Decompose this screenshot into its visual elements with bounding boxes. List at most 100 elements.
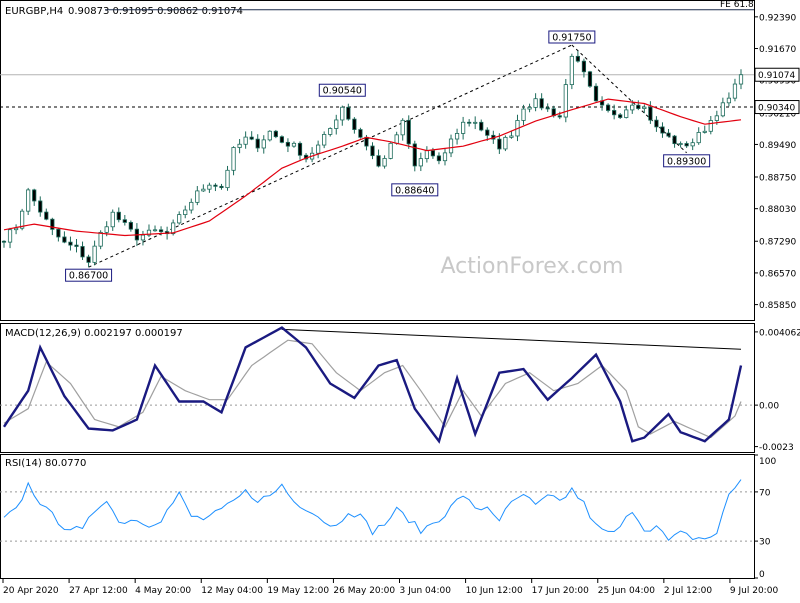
swing-label-box	[65, 268, 113, 282]
swing-label-box	[548, 30, 596, 44]
candle-body	[388, 142, 393, 159]
candle	[732, 78, 738, 102]
candle-body	[630, 104, 635, 111]
candle	[424, 146, 429, 163]
candle	[56, 227, 61, 242]
candle-body	[243, 136, 248, 145]
candle	[177, 211, 182, 225]
candle-body	[666, 132, 671, 137]
candle	[255, 134, 260, 153]
candle-body	[545, 107, 550, 110]
candle	[587, 70, 593, 88]
candle	[527, 103, 532, 113]
candle	[599, 96, 605, 111]
candle-body	[448, 138, 454, 154]
time-axis-label: 20 Apr 2020	[3, 586, 59, 596]
candle	[92, 240, 97, 266]
candle-body	[738, 74, 744, 85]
candle-body	[86, 256, 91, 263]
candle	[485, 127, 490, 141]
rsi-axis-label: 100	[759, 457, 776, 467]
candle	[684, 141, 689, 148]
candle-body	[104, 226, 109, 233]
candle	[400, 118, 405, 141]
candle-body	[539, 98, 544, 109]
price-axis-label: 0.92390	[759, 13, 796, 23]
candle-body	[128, 222, 133, 230]
candle	[152, 225, 158, 232]
price-trendline-0	[88, 44, 573, 268]
candle-body	[334, 119, 339, 129]
candle-body	[370, 145, 375, 157]
candle-body	[593, 85, 599, 102]
candle	[267, 130, 272, 142]
candle-body	[714, 115, 719, 121]
candle-body	[68, 241, 73, 246]
candle-body	[291, 142, 297, 147]
candle	[521, 104, 526, 126]
candle	[436, 152, 442, 165]
candle-body	[418, 158, 423, 167]
candle-body	[207, 184, 212, 190]
candle	[44, 208, 49, 221]
candle	[370, 142, 375, 160]
price-pane-frame	[0, 0, 755, 321]
candle	[13, 224, 19, 235]
price-axis-label: 0.88030	[759, 205, 796, 215]
candle	[128, 220, 133, 232]
candle	[273, 129, 278, 139]
candle-body	[231, 147, 236, 171]
candle-body	[382, 158, 387, 167]
candle	[50, 217, 55, 236]
time-axis-label: 19 May 12:00	[267, 586, 329, 596]
candle	[80, 241, 85, 261]
candle-body	[213, 184, 218, 187]
candle-body	[219, 185, 224, 189]
level-price-flag-text: 0.90340	[758, 104, 795, 114]
candle-body	[285, 141, 291, 147]
candle	[612, 104, 617, 120]
rsi-axis-label: 70	[759, 488, 771, 498]
candle-body	[267, 130, 272, 141]
rsi-axis-label: 30	[759, 538, 771, 548]
candle-body	[587, 71, 593, 87]
candle	[201, 184, 206, 192]
candle	[593, 83, 599, 102]
time-axis-label: 17 Jun 20:00	[532, 586, 589, 596]
candle-body	[201, 188, 206, 192]
swing-label-0.86700: 0.86700	[65, 268, 113, 282]
candle	[412, 140, 417, 172]
candle	[545, 103, 550, 112]
candle-body	[612, 110, 617, 116]
candle-body	[171, 222, 176, 235]
candle-body	[50, 218, 55, 230]
candle-body	[430, 150, 436, 157]
current-price-flag-text: 0.91074	[758, 71, 795, 81]
swing-label-text: 0.88640	[395, 185, 434, 196]
candle	[207, 182, 212, 193]
time-axis-label: 3 Jun 04:00	[400, 586, 452, 596]
candle-body	[273, 130, 278, 138]
candle-body	[624, 109, 629, 118]
candle-body	[533, 98, 538, 108]
candle	[690, 138, 695, 151]
candle	[340, 105, 345, 126]
candle-body	[146, 229, 152, 236]
fe-level-label: FE 61.8	[720, 0, 754, 10]
candle-body	[56, 228, 61, 238]
candle-body	[26, 189, 31, 212]
candle	[116, 207, 121, 223]
candle-body	[497, 138, 502, 150]
candle-body	[158, 229, 164, 233]
watermark: ActionForex.com	[441, 254, 624, 279]
candle	[249, 131, 254, 141]
swing-label-0.89300: 0.89300	[663, 154, 711, 168]
price-axis-label: 0.87290	[759, 238, 796, 248]
candle-body	[618, 114, 623, 118]
candle-body	[74, 244, 79, 247]
moving-average-line	[3, 98, 742, 237]
time-axis-label: 9 Jul 20:00	[730, 586, 779, 596]
candle-body	[394, 134, 399, 144]
candle	[328, 127, 333, 137]
candle	[309, 147, 315, 163]
